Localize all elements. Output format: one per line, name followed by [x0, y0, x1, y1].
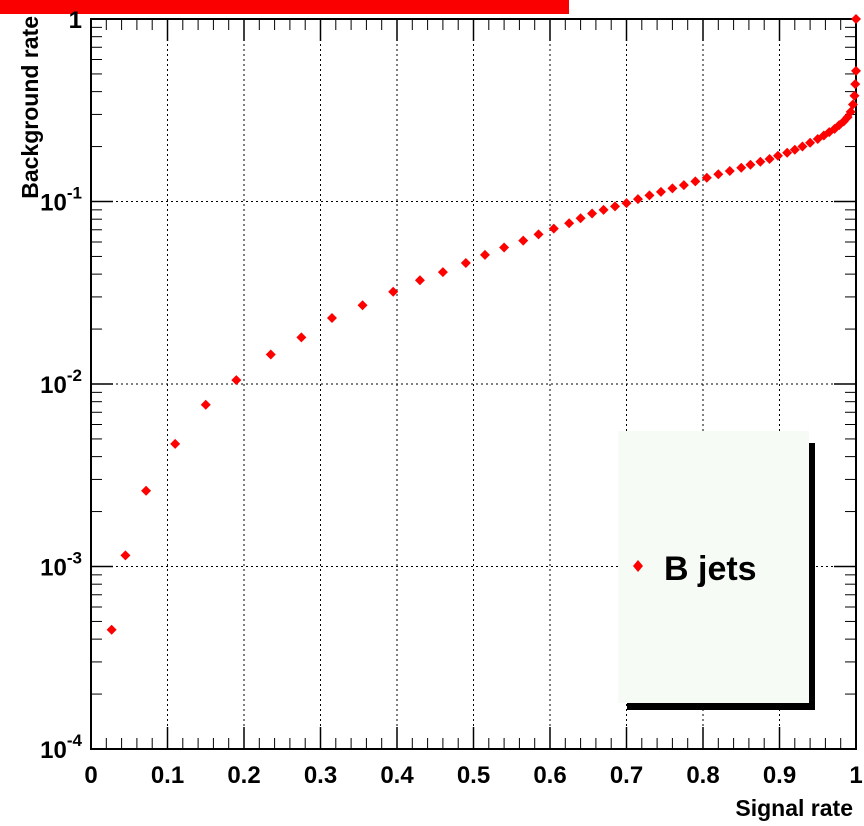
data-point	[678, 180, 689, 191]
data-point	[690, 176, 701, 187]
data-point	[265, 349, 276, 360]
data-point	[736, 162, 747, 173]
x-tick-label: 1	[849, 762, 862, 789]
y-tick-label: 10-3	[40, 549, 82, 582]
data-point	[764, 153, 775, 164]
data-point	[518, 235, 529, 246]
data-point	[851, 14, 861, 24]
data-point	[548, 223, 559, 234]
x-tick-label: 0.4	[380, 762, 414, 789]
data-point	[296, 332, 307, 343]
data-point	[797, 141, 808, 152]
x-tick-labels: 0 0.1 0.2 0.3 0.4 0.5 0.6 0.7 0.8 0.9 1	[84, 762, 862, 789]
y-tick-labels: 10-4 10-3 10-2 10-1 1	[40, 7, 82, 764]
data-point	[460, 258, 471, 269]
data-point	[414, 275, 425, 286]
y-tick-label: 10-4	[40, 731, 82, 764]
data-point	[845, 106, 856, 117]
grid	[91, 19, 856, 749]
data-point	[587, 208, 598, 219]
x-axis-title: Signal rate	[735, 795, 853, 821]
data-points	[106, 14, 861, 635]
data-point	[357, 300, 368, 311]
data-point	[755, 156, 766, 167]
data-point	[499, 242, 510, 253]
x-tick-label: 0	[84, 762, 97, 789]
data-point	[388, 286, 399, 297]
data-point	[667, 183, 678, 194]
data-point	[200, 399, 211, 410]
data-point	[805, 137, 816, 148]
x-tick-label: 0.6	[533, 762, 566, 789]
x-tick-label: 0.2	[227, 762, 260, 789]
data-point	[610, 201, 621, 212]
y-axis-title: Background rate	[17, 16, 43, 199]
data-point	[713, 169, 724, 180]
legend-label: B jets	[664, 550, 757, 588]
legend-marker	[633, 560, 643, 572]
data-point	[745, 159, 756, 170]
x-tick-label: 0.3	[304, 762, 337, 789]
data-point	[621, 198, 632, 209]
y-tick-label: 10-1	[40, 184, 82, 217]
title-banner	[0, 0, 569, 14]
data-point	[655, 186, 666, 197]
data-point	[170, 438, 181, 449]
x-tick-label: 0.9	[763, 762, 796, 789]
data-point	[479, 249, 490, 260]
x-tick-label: 0.1	[151, 762, 184, 789]
data-point	[849, 90, 860, 101]
data-point	[106, 624, 117, 635]
data-point	[724, 165, 735, 176]
data-point	[851, 65, 861, 76]
data-point	[782, 147, 793, 158]
data-point	[847, 99, 858, 110]
data-point	[533, 229, 544, 240]
data-point	[326, 312, 337, 323]
data-point	[141, 485, 152, 496]
legend: B jets	[618, 431, 815, 710]
data-point	[231, 375, 242, 386]
data-point	[575, 213, 586, 224]
data-point	[789, 144, 800, 155]
x-tick-label: 0.5	[457, 762, 490, 789]
data-point	[772, 150, 783, 161]
data-point	[644, 190, 655, 201]
legend-box	[618, 431, 809, 703]
x-tick-label: 0.7	[610, 762, 643, 789]
data-point	[598, 204, 609, 215]
y-tick-label: 10-2	[40, 366, 82, 399]
x-tick-label: 0.8	[686, 762, 719, 789]
data-point	[850, 79, 861, 90]
data-point	[632, 194, 643, 205]
data-point	[120, 550, 131, 561]
data-point	[564, 218, 575, 229]
y-tick-label: 1	[69, 7, 82, 34]
data-point	[437, 267, 448, 278]
data-point	[701, 172, 712, 183]
